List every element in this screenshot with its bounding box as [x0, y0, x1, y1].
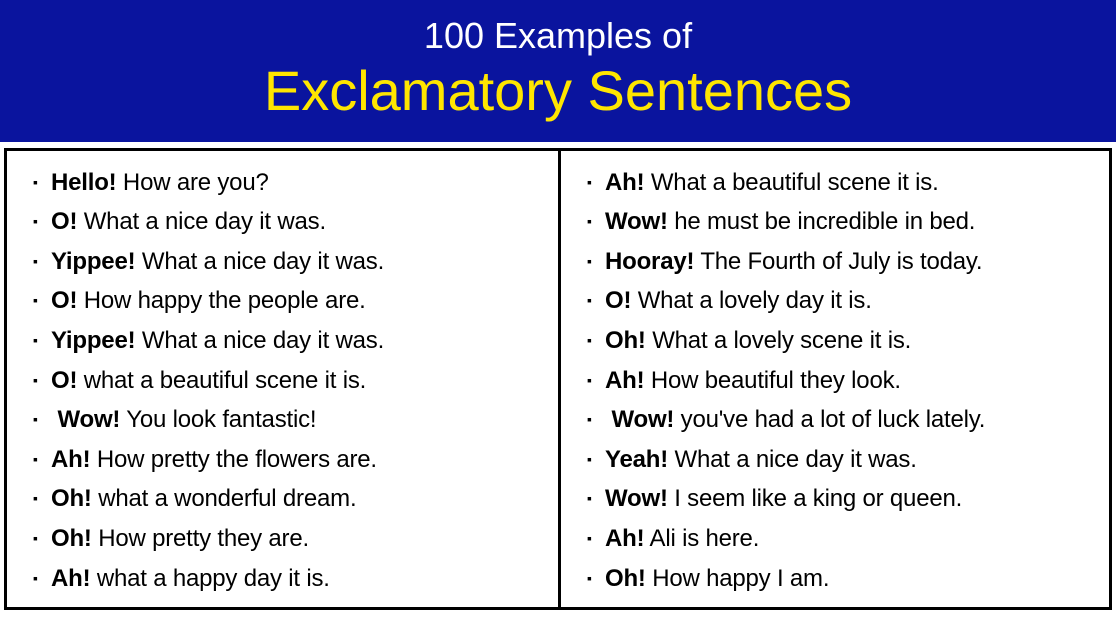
list-item: O! How happy the people are.	[33, 281, 538, 321]
sentence-rest: The Fourth of July is today.	[694, 248, 982, 275]
exclamation-word: Yippee!	[51, 248, 135, 275]
sentence-rest: You look fantastic!	[120, 406, 316, 433]
list-item: O! What a nice day it was.	[33, 202, 538, 242]
exclamation-word: Oh!	[51, 485, 92, 512]
sentence-rest: How are you?	[116, 169, 268, 196]
sentence-rest: How pretty the flowers are.	[90, 446, 377, 473]
sentence-rest: he must be incredible in bed.	[668, 208, 976, 235]
sentence-rest: what a wonderful dream.	[92, 485, 357, 512]
exclamation-word: Ah!	[605, 367, 644, 394]
exclamation-word: Hooray!	[605, 248, 694, 275]
exclamation-word: Hello!	[51, 169, 116, 196]
sentence-rest: What a beautiful scene it is.	[644, 169, 938, 196]
sentence-rest: What a nice day it was.	[135, 248, 384, 275]
sentence-rest: What a nice day it was.	[77, 208, 326, 235]
exclamation-word: Wow!	[51, 406, 120, 433]
sentence-rest: How pretty they are.	[92, 525, 309, 552]
header-line2: Exclamatory Sentences	[0, 59, 1116, 123]
sentence-rest: What a lovely scene it is.	[646, 327, 911, 354]
list-item: Wow! You look fantastic!	[33, 400, 538, 440]
exclamation-word: Yippee!	[51, 327, 135, 354]
exclamation-word: Wow!	[605, 208, 668, 235]
list-item: Yippee! What a nice day it was.	[33, 242, 538, 282]
list-item: Ah! what a happy day it is.	[33, 559, 538, 599]
list-item: Wow! I seem like a king or queen.	[587, 479, 1089, 519]
exclamation-word: Oh!	[605, 327, 646, 354]
sentence-rest: what a beautiful scene it is.	[77, 367, 366, 394]
list-item: Ah! What a beautiful scene it is.	[587, 163, 1089, 203]
exclamation-word: O!	[605, 287, 631, 314]
exclamation-word: Ah!	[51, 565, 90, 592]
list-item: Wow! he must be incredible in bed.	[587, 202, 1089, 242]
page-container: 100 Examples of Exclamatory Sentences He…	[0, 0, 1116, 628]
exclamation-word: O!	[51, 208, 77, 235]
sentence-rest: I seem like a king or queen.	[668, 485, 962, 512]
left-column: Hello! How are you?O! What a nice day it…	[7, 151, 558, 611]
list-item: O! What a lovely day it is.	[587, 281, 1089, 321]
exclamation-word: Oh!	[51, 525, 92, 552]
sentence-rest: you've had a lot of luck lately.	[674, 406, 985, 433]
exclamation-word: Ah!	[605, 525, 644, 552]
exclamation-word: Ah!	[605, 169, 644, 196]
exclamation-word: O!	[51, 367, 77, 394]
left-list: Hello! How are you?O! What a nice day it…	[33, 163, 538, 599]
sentence-rest: How beautiful they look.	[644, 367, 900, 394]
sentence-rest: Ali is here.	[644, 525, 759, 552]
list-item: Ah! How beautiful they look.	[587, 361, 1089, 401]
list-item: Ah! How pretty the flowers are.	[33, 440, 538, 480]
sentence-rest: What a lovely day it is.	[631, 287, 871, 314]
list-item: Hooray! The Fourth of July is today.	[587, 242, 1089, 282]
exclamation-word: O!	[51, 287, 77, 314]
sentence-rest: what a happy day it is.	[90, 565, 329, 592]
list-item: Oh! How pretty they are.	[33, 519, 538, 559]
sentence-rest: What a nice day it was.	[668, 446, 917, 473]
right-column: Ah! What a beautiful scene it is.Wow! he…	[558, 151, 1109, 611]
list-item: Hello! How are you?	[33, 163, 538, 203]
exclamation-word: Ah!	[51, 446, 90, 473]
header-banner: 100 Examples of Exclamatory Sentences	[0, 0, 1116, 142]
exclamation-word: Oh!	[605, 565, 646, 592]
list-item: Oh! How happy I am.	[587, 559, 1089, 599]
content-grid: Hello! How are you?O! What a nice day it…	[4, 148, 1112, 610]
list-item: Oh! What a lovely scene it is.	[587, 321, 1089, 361]
list-item: Oh! what a wonderful dream.	[33, 479, 538, 519]
list-item: Wow! you've had a lot of luck lately.	[587, 400, 1089, 440]
exclamation-word: Wow!	[605, 485, 668, 512]
header-line1: 100 Examples of	[0, 14, 1116, 57]
exclamation-word: Yeah!	[605, 446, 668, 473]
exclamation-word: Wow!	[605, 406, 674, 433]
sentence-rest: How happy the people are.	[77, 287, 365, 314]
sentence-rest: How happy I am.	[646, 565, 830, 592]
sentence-rest: What a nice day it was.	[135, 327, 384, 354]
list-item: Yippee! What a nice day it was.	[33, 321, 538, 361]
right-list: Ah! What a beautiful scene it is.Wow! he…	[587, 163, 1089, 599]
list-item: O! what a beautiful scene it is.	[33, 361, 538, 401]
list-item: Ah! Ali is here.	[587, 519, 1089, 559]
list-item: Yeah! What a nice day it was.	[587, 440, 1089, 480]
